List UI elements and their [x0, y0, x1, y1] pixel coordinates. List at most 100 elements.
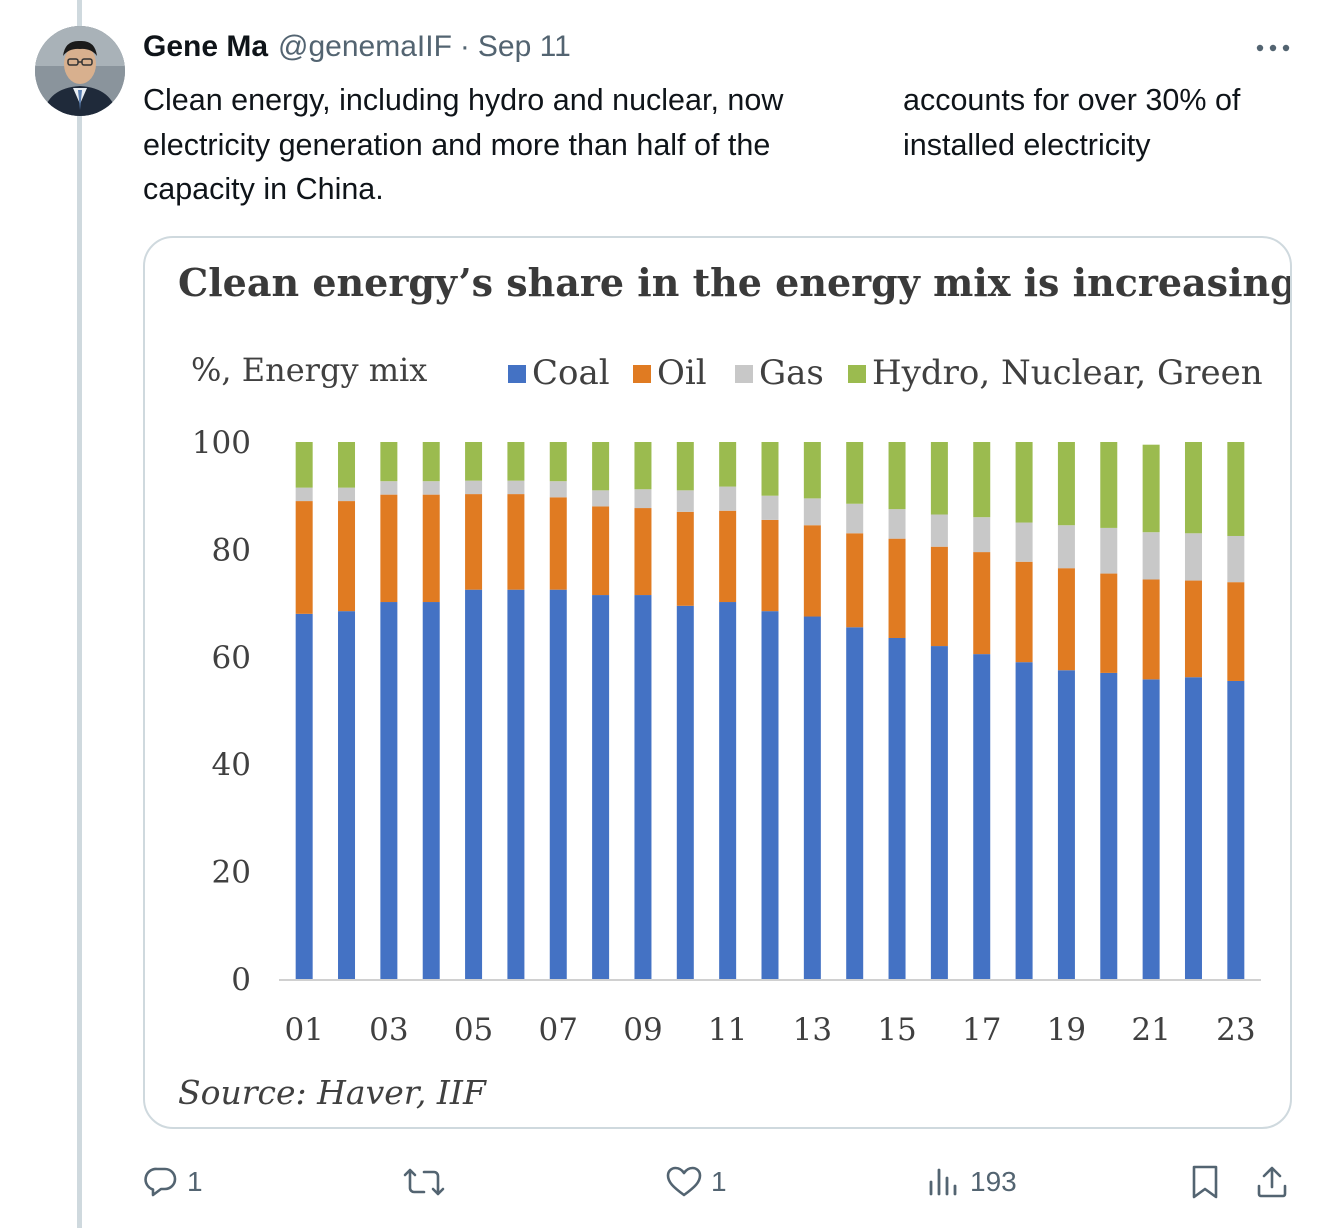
- bar-segment-oil: [1057, 568, 1075, 671]
- author-name[interactable]: Gene Ma: [143, 30, 269, 63]
- author-handle[interactable]: @genemaIIF: [278, 30, 452, 63]
- bar-segment-coal: [1100, 672, 1118, 979]
- y-tick-label: 20: [212, 855, 251, 891]
- x-tick-label: 09: [623, 1012, 662, 1048]
- x-tick-label: 01: [284, 1012, 323, 1048]
- bar-segment-gas: [1057, 525, 1075, 569]
- media-image[interactable]: Clean energy’s share in the energy mix i…: [143, 236, 1292, 1129]
- share-button[interactable]: [1254, 1158, 1290, 1206]
- tweet-text-line: electricity generation and more than hal…: [143, 127, 771, 162]
- reply-button[interactable]: 1: [143, 1158, 203, 1206]
- views-icon: [929, 1168, 957, 1196]
- bar-segment-coal: [846, 627, 864, 979]
- bar-segment-gas: [465, 480, 483, 495]
- bar-segment-oil: [1184, 580, 1202, 678]
- views-button[interactable]: 193: [926, 1158, 1017, 1206]
- bar-segment-gas: [803, 498, 821, 526]
- bar-segment-gas: [422, 481, 440, 495]
- bar-segment-hydro-nuclear-green: [422, 442, 440, 482]
- avatar[interactable]: [35, 26, 125, 116]
- bar-segment-hydro-nuclear-green: [634, 442, 652, 490]
- bar-segment-hydro-nuclear-green: [549, 442, 567, 482]
- bar-segment-hydro-nuclear-green: [338, 442, 356, 488]
- tweet-text-line: accounts for over 30% of: [903, 83, 1241, 117]
- bar-segment-hydro-nuclear-green: [507, 442, 525, 481]
- bar-segment-oil: [761, 519, 779, 612]
- bar-segment-oil: [338, 501, 356, 612]
- bar-segment-coal: [1142, 679, 1160, 979]
- retweet-button[interactable]: [402, 1158, 454, 1206]
- more-button[interactable]: [1248, 30, 1298, 66]
- bar-segment-hydro-nuclear-green: [1142, 444, 1160, 533]
- bar-segment-gas: [295, 487, 313, 502]
- action-bar: 1 1 193: [0, 1150, 1328, 1214]
- bar-segment-hydro-nuclear-green: [592, 442, 610, 491]
- bar-segment-oil: [719, 510, 737, 603]
- bar-segment-coal: [592, 595, 610, 979]
- tweet-text-left-column: Clean energy, including hydro and nuclea…: [143, 78, 883, 212]
- bar-segment-coal: [422, 602, 440, 979]
- bar-segment-hydro-nuclear-green: [888, 442, 906, 510]
- bar-segment-gas: [380, 481, 398, 495]
- bar-segment-gas: [930, 514, 948, 547]
- bar-segment-gas: [888, 509, 906, 539]
- legend-swatch: [508, 365, 526, 383]
- x-tick-label: 15: [877, 1012, 916, 1048]
- bar-segment-coal: [549, 589, 567, 979]
- bar-segment-oil: [422, 494, 440, 603]
- bar-segment-gas: [846, 503, 864, 534]
- bar-segment-hydro-nuclear-green: [1184, 442, 1202, 534]
- bar-segment-gas: [634, 489, 652, 509]
- bar-segment-coal: [380, 602, 398, 979]
- bar-segment-hydro-nuclear-green: [719, 442, 737, 487]
- tweet-text-line: installed electricity: [903, 127, 1151, 162]
- bar-segment-hydro-nuclear-green: [676, 442, 694, 491]
- chart-title: Clean energy’s share in the energy mix i…: [178, 260, 1290, 305]
- bar-segment-coal: [1184, 677, 1202, 979]
- bar-segment-oil: [507, 494, 525, 590]
- chart-ylabel: %, Energy mix: [191, 351, 427, 389]
- x-tick-label: 19: [1047, 1012, 1086, 1048]
- x-tick-label: 21: [1131, 1012, 1170, 1048]
- legend-label: Gas: [759, 353, 824, 393]
- bar-segment-coal: [295, 613, 313, 979]
- bar-segment-coal: [338, 611, 356, 979]
- bar-segment-hydro-nuclear-green: [803, 442, 821, 499]
- bookmark-icon: [1192, 1165, 1218, 1199]
- legend-label: Oil: [657, 353, 707, 393]
- bar-segment-oil: [888, 538, 906, 638]
- bar-segment-oil: [930, 546, 948, 647]
- bar-segment-coal: [507, 589, 525, 979]
- legend-label: Hydro, Nuclear, Green: [872, 353, 1263, 393]
- chart-bars: [295, 442, 1245, 979]
- x-tick-label: 17: [962, 1012, 1001, 1048]
- tweet-date[interactable]: Sep 11: [477, 30, 571, 63]
- bar-segment-gas: [973, 517, 991, 553]
- legend-label: Coal: [532, 353, 610, 393]
- bar-segment-coal: [973, 654, 991, 979]
- bar-segment-oil: [803, 525, 821, 617]
- bar-segment-hydro-nuclear-green: [973, 442, 991, 518]
- bar-segment-coal: [930, 646, 948, 979]
- bar-segment-gas: [1227, 535, 1245, 583]
- bar-segment-oil: [1142, 579, 1160, 680]
- legend-swatch: [633, 365, 651, 383]
- reply-count: 1: [187, 1166, 203, 1197]
- bookmark-button[interactable]: [1187, 1158, 1223, 1206]
- retweet-icon: [403, 1168, 445, 1196]
- bar-segment-oil: [295, 501, 313, 614]
- bar-segment-oil: [846, 533, 864, 628]
- x-tick-label: 07: [539, 1012, 578, 1048]
- chart-legend: Coal Oil Gas Hydro, Nuclear, Green: [508, 353, 1263, 393]
- y-tick-label: 0: [231, 962, 251, 998]
- bar-segment-gas: [1015, 522, 1033, 562]
- like-button[interactable]: 1: [665, 1158, 727, 1206]
- avatar-image: [35, 26, 125, 116]
- bar-segment-hydro-nuclear-green: [465, 442, 483, 481]
- bar-segment-gas: [549, 481, 567, 498]
- like-count: 1: [711, 1166, 727, 1197]
- bar-segment-coal: [1227, 680, 1245, 979]
- bar-segment-gas: [507, 480, 525, 495]
- chart-y-axis: 0 20 40 60 80 100: [192, 425, 251, 998]
- energy-mix-chart: Clean energy’s share in the energy mix i…: [178, 260, 1290, 1112]
